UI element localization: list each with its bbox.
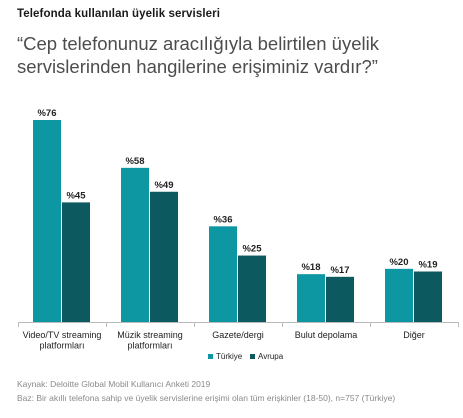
category-label: Video/TV streaming [23, 330, 102, 340]
data-label: %17 [330, 265, 349, 276]
bar-avrupa [238, 255, 266, 322]
category-label: Bulut depolama [295, 330, 358, 340]
bar-avrupa [326, 276, 354, 322]
bar-turkiye [33, 120, 61, 322]
category-label: platformları [127, 341, 172, 351]
bar-avrupa [150, 191, 178, 322]
data-label: %19 [418, 260, 437, 271]
chart-question: “Cep telefonunuz aracılığıyla belirtilen… [17, 33, 379, 77]
bar-turkiye [121, 167, 149, 322]
data-label: %45 [66, 190, 86, 201]
legend-label: Türkiye [216, 352, 243, 361]
bar-avrupa [414, 271, 442, 322]
data-label: %20 [389, 257, 408, 268]
legend-label: Avrupa [258, 352, 284, 361]
category-label: Müzik streaming [117, 330, 183, 340]
legend-swatch-turkiye [208, 354, 213, 359]
data-label: %25 [242, 244, 262, 255]
bar-turkiye [209, 226, 237, 322]
data-label: %76 [37, 108, 56, 119]
category-label: platformları [39, 341, 84, 351]
data-label: %18 [301, 262, 320, 273]
data-label: %36 [213, 214, 232, 225]
source-line: Kaynak: Deloitte Global Mobil Kullanıcı … [17, 379, 211, 389]
base-line: Baz: Bir akıllı telefona sahip ve üyelik… [17, 393, 396, 403]
legend-swatch-avrupa [250, 354, 255, 359]
bar-turkiye [297, 274, 325, 322]
category-label: Diğer [403, 330, 425, 340]
bar-avrupa [62, 202, 90, 322]
bar-turkiye [385, 268, 413, 322]
chart-kicker: Telefonda kullanılan üyelik servisleri [17, 8, 221, 20]
data-label: %58 [125, 156, 144, 167]
category-label: Gazete/dergi [212, 330, 264, 340]
data-label: %49 [154, 180, 173, 191]
